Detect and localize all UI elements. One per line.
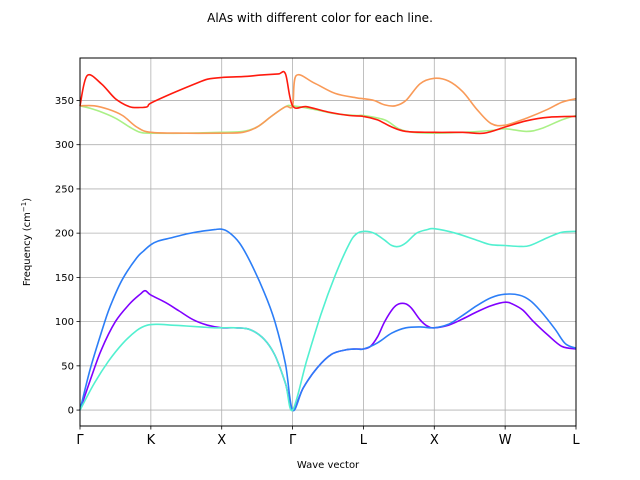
x-axis-label: Wave vector [297,460,360,471]
x-tick-label: K [147,433,156,448]
series-group [79,70,577,412]
series-line [79,289,577,411]
series-line [79,227,577,412]
y-axis-ticks: 0 50 100 150 200 250 300 350 [55,96,80,417]
x-tick-label: L [572,433,580,448]
y-tick-label: 300 [55,140,74,151]
y-tick-label: 150 [55,273,74,284]
grid [79,58,577,426]
x-tick-label: W [499,433,512,448]
y-tick-label: 200 [55,229,74,240]
plot-frame [79,57,577,427]
y-axis-label-close: ) [22,198,33,202]
series-line [79,73,577,135]
series-line [79,228,577,412]
x-tick-label: Γ [289,433,297,448]
x-tick-label: X [217,433,226,448]
y-tick-label: 250 [55,184,74,195]
y-axis-label: Frequency (cm−1) [20,198,33,286]
series-line [79,104,577,135]
y-tick-label: 0 [68,406,74,417]
y-tick-label: 100 [55,317,74,328]
y-axis-label-unit: −1 [20,202,28,212]
chart-title: AlAs with different color for each line. [207,11,433,25]
y-tick-label: 50 [61,361,74,372]
x-tick-label: X [430,433,439,448]
y-tick-label: 350 [55,96,74,107]
x-tick-label: Γ [76,433,84,448]
series-line [79,70,577,135]
x-tick-label: L [360,433,368,448]
y-axis-label-main: Frequency (cm [22,212,33,286]
